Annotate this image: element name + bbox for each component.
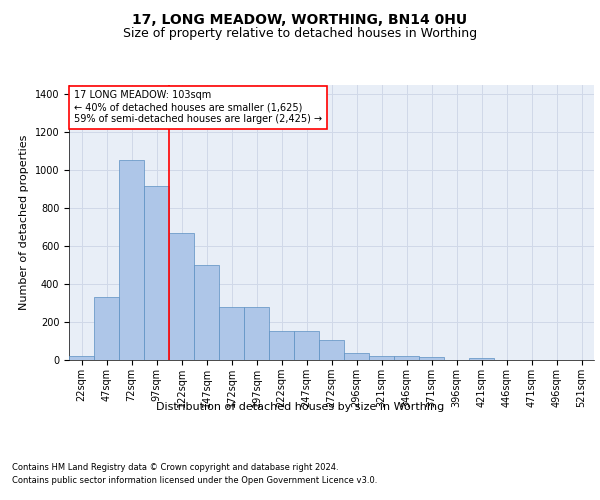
Bar	[369, 356, 394, 360]
Text: 17, LONG MEADOW, WORTHING, BN14 0HU: 17, LONG MEADOW, WORTHING, BN14 0HU	[133, 12, 467, 26]
Bar	[419, 356, 444, 360]
Text: 17 LONG MEADOW: 103sqm
← 40% of detached houses are smaller (1,625)
59% of semi-: 17 LONG MEADOW: 103sqm ← 40% of detached…	[74, 90, 322, 124]
Bar	[94, 298, 119, 360]
Bar	[244, 308, 269, 360]
Text: Contains HM Land Registry data © Crown copyright and database right 2024.: Contains HM Land Registry data © Crown c…	[12, 462, 338, 471]
Text: Distribution of detached houses by size in Worthing: Distribution of detached houses by size …	[156, 402, 444, 412]
Text: Contains public sector information licensed under the Open Government Licence v3: Contains public sector information licen…	[12, 476, 377, 485]
Bar	[219, 308, 244, 360]
Bar	[294, 331, 319, 360]
Bar	[69, 356, 94, 360]
Bar	[344, 353, 369, 360]
Bar	[194, 265, 219, 360]
Bar	[144, 186, 169, 360]
Bar	[269, 331, 294, 360]
Bar	[119, 160, 144, 360]
Bar	[469, 358, 494, 360]
Bar	[394, 356, 419, 360]
Y-axis label: Number of detached properties: Number of detached properties	[19, 135, 29, 310]
Text: Size of property relative to detached houses in Worthing: Size of property relative to detached ho…	[123, 28, 477, 40]
Bar	[169, 233, 194, 360]
Bar	[319, 340, 344, 360]
